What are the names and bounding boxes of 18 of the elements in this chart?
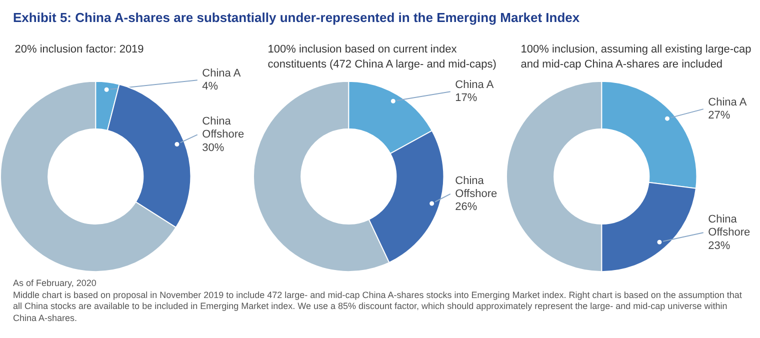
data-label: 26% xyxy=(455,201,478,214)
chart-subtitle: 100% inclusion, assuming all existing large-cap and mid-cap China A-shares are included xyxy=(520,43,752,70)
chart-subtitle: 100% inclusion based on current index constituents (472 China A large- and mid-caps) xyxy=(268,43,496,70)
slice-label: China A xyxy=(202,68,242,80)
text: As of February, 2020 xyxy=(13,278,96,288)
slice-label: China Offshore xyxy=(202,116,244,141)
slice-label: China Offshore xyxy=(708,213,750,239)
text: Middle chart is based on proposal in November 2019 to include 472 large- and mid-cap China A-shares stocks into Emerging Market index. Right chart is based on the assumption that all China stocks are available to be included in Emerging Market index. We use a 85% discount factor, which should approximately represent the large- and mid-cap universe within China A-shares. xyxy=(13,290,742,324)
slice-label: China Offshore xyxy=(455,174,498,200)
data-label: 30% xyxy=(202,142,224,154)
slice-label: China A xyxy=(455,79,494,91)
data-label: 4% xyxy=(202,80,218,93)
data-label: 17% xyxy=(455,92,478,104)
chart-subtitle: 20% inclusion factor: 2019 xyxy=(14,43,144,56)
text: Exhibit 5: China A-shares are substantially under-represented in the Emerging Market Index xyxy=(13,9,580,27)
data-label: 23% xyxy=(708,240,730,252)
slice-label: China A xyxy=(708,96,748,108)
data-label: 27% xyxy=(708,110,730,122)
